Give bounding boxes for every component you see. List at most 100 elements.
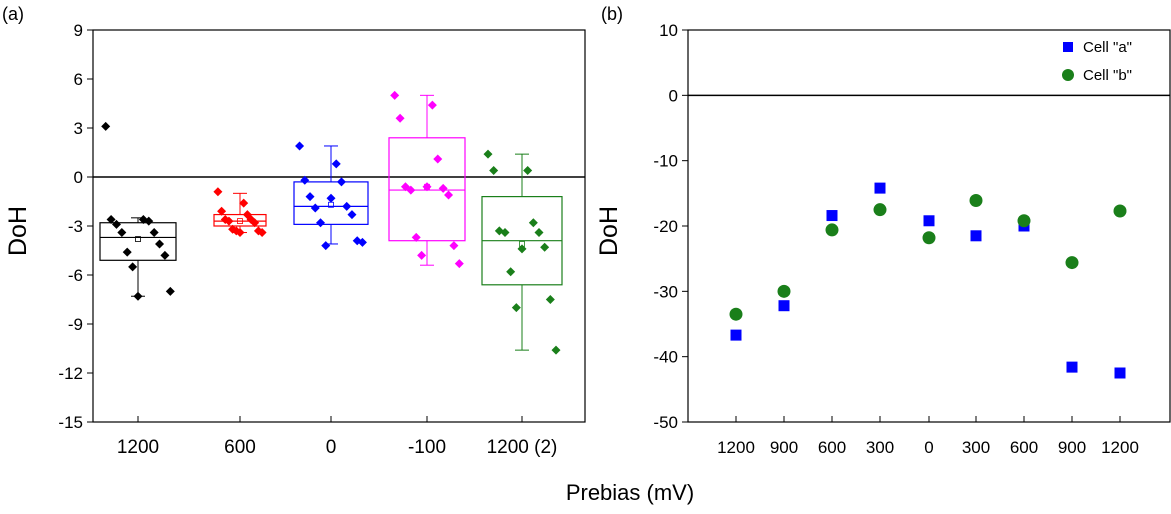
data-point-cell-a bbox=[826, 210, 838, 222]
x-tick-label: 1200 bbox=[1101, 438, 1139, 457]
y-tick-label: -10 bbox=[653, 152, 678, 171]
data-point bbox=[331, 159, 341, 169]
data-point-cell-b bbox=[1017, 214, 1031, 228]
data-point bbox=[224, 216, 234, 226]
data-point-cell-b bbox=[873, 203, 887, 217]
x-tick-label: 1200 (2) bbox=[487, 437, 558, 458]
data-point bbox=[417, 250, 427, 260]
data-point-cell-b bbox=[1065, 256, 1079, 270]
panel-b-label: (b) bbox=[601, 4, 623, 24]
panel-b-x-ticks: 1200 900 600 300 0 300 600 900 1200 bbox=[717, 416, 1139, 457]
data-point bbox=[213, 187, 223, 197]
data-point bbox=[128, 262, 138, 272]
x-tick-label: 900 bbox=[1058, 438, 1086, 457]
data-point-cell-b bbox=[777, 284, 791, 298]
data-point-cell-a bbox=[923, 215, 935, 227]
y-tick-label: -9 bbox=[68, 315, 83, 334]
data-point bbox=[528, 218, 538, 228]
data-point bbox=[342, 201, 352, 211]
data-point bbox=[511, 303, 521, 313]
data-point bbox=[336, 177, 346, 187]
mean-marker bbox=[237, 218, 243, 225]
data-point bbox=[444, 190, 454, 200]
data-point-cell-b bbox=[1113, 204, 1127, 218]
data-point bbox=[454, 259, 464, 269]
y-tick-label: -20 bbox=[653, 217, 678, 236]
data-point bbox=[534, 228, 544, 238]
y-tick-label: 0 bbox=[669, 86, 678, 105]
panel-b-y-axis-label: DoH bbox=[595, 206, 623, 256]
y-tick-label: 3 bbox=[74, 119, 83, 138]
data-point bbox=[395, 113, 405, 123]
data-point bbox=[101, 121, 111, 131]
panel-a-label: (a) bbox=[2, 4, 24, 24]
data-point bbox=[250, 218, 260, 228]
data-point bbox=[422, 182, 432, 192]
data-point bbox=[305, 192, 315, 202]
data-point bbox=[310, 203, 320, 213]
data-point bbox=[438, 183, 448, 193]
panel-b-y-ticks: 10 0 -10 -20 -30 -40 -50 bbox=[653, 21, 688, 432]
data-point bbox=[235, 228, 245, 238]
y-tick-label: -50 bbox=[653, 413, 678, 432]
x-tick-label: 900 bbox=[770, 438, 798, 457]
data-point bbox=[545, 295, 555, 304]
box bbox=[213, 213, 267, 227]
mean-marker bbox=[135, 236, 141, 242]
x-tick-label: 600 bbox=[1010, 438, 1038, 457]
panel-a-y-axis-label: DoH bbox=[4, 206, 32, 256]
legend-marker-cell-b bbox=[1062, 69, 1074, 81]
data-point bbox=[326, 193, 336, 203]
data-point bbox=[316, 218, 326, 228]
panel-b-legend: Cell "a" Cell "b" bbox=[1062, 39, 1132, 84]
panel-a-x-ticks: 1200 600 0 -100 1200 (2) bbox=[117, 416, 558, 458]
data-point bbox=[149, 228, 159, 238]
data-point bbox=[300, 175, 310, 185]
panel-a-frame bbox=[92, 29, 586, 423]
panel-a-points bbox=[101, 90, 561, 355]
y-tick-label: 9 bbox=[74, 21, 83, 40]
data-point bbox=[165, 286, 175, 296]
y-tick-label: -3 bbox=[68, 217, 83, 236]
data-point-cell-a bbox=[874, 182, 886, 194]
data-point bbox=[540, 242, 550, 252]
data-point bbox=[257, 228, 267, 238]
data-point bbox=[500, 228, 510, 238]
data-point bbox=[106, 214, 116, 224]
panel-b-points bbox=[729, 182, 1127, 379]
data-point bbox=[321, 241, 331, 251]
data-point bbox=[217, 206, 227, 216]
legend-label-cell-a: Cell "a" bbox=[1083, 39, 1132, 56]
data-point bbox=[406, 185, 416, 195]
data-point bbox=[506, 267, 516, 277]
data-point bbox=[144, 216, 154, 226]
panel-a-y-ticks: 9 6 3 0 -3 -6 -9 -12 -15 bbox=[58, 21, 93, 432]
x-tick-label: 300 bbox=[962, 438, 990, 457]
data-point bbox=[483, 149, 493, 159]
data-point-cell-a bbox=[970, 230, 982, 242]
y-tick-label: -6 bbox=[68, 266, 83, 285]
panel-a-boxes bbox=[99, 94, 563, 351]
data-point bbox=[390, 90, 400, 100]
y-tick-label: 0 bbox=[74, 168, 83, 187]
y-tick-label: 6 bbox=[74, 70, 83, 89]
data-point bbox=[523, 165, 533, 175]
y-tick-label: -12 bbox=[58, 364, 83, 383]
data-point-cell-b bbox=[825, 223, 839, 237]
data-point bbox=[239, 198, 249, 208]
data-point bbox=[111, 219, 121, 229]
x-tick-label: 0 bbox=[326, 437, 337, 458]
data-point bbox=[117, 228, 127, 238]
legend-marker-cell-a bbox=[1063, 42, 1073, 52]
x-tick-label: 1200 bbox=[117, 437, 159, 458]
data-point-cell-b bbox=[969, 194, 983, 208]
data-point bbox=[347, 210, 357, 220]
data-point-cell-a bbox=[1066, 361, 1078, 373]
data-point bbox=[295, 141, 305, 151]
data-point bbox=[489, 165, 499, 175]
data-point bbox=[357, 237, 367, 247]
legend-label-cell-b: Cell "b" bbox=[1083, 67, 1132, 84]
y-tick-label: 10 bbox=[659, 21, 678, 40]
